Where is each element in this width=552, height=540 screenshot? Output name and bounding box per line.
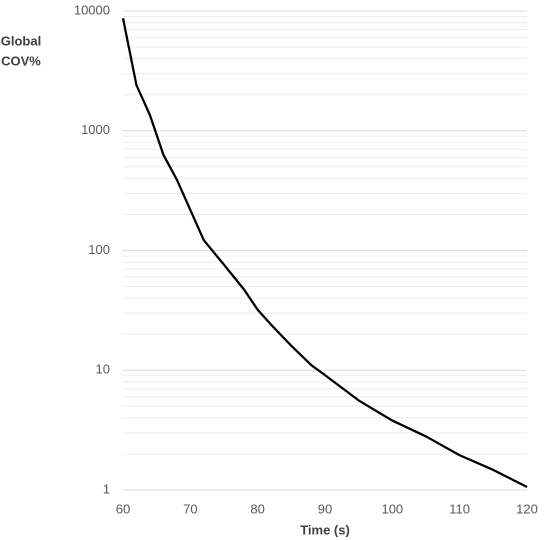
x-tick-label: 120 <box>516 501 538 516</box>
y-tick-label: 10 <box>96 362 110 377</box>
y-axis-title: COV% <box>1 53 41 68</box>
x-tick-label: 70 <box>183 501 197 516</box>
x-tick-label: 110 <box>449 501 470 516</box>
y-tick-label: 10000 <box>74 2 110 17</box>
y-tick-label: 1 <box>103 481 110 496</box>
x-tick-label: 90 <box>318 501 332 516</box>
x-axis-title: Time (s) <box>300 522 350 537</box>
y-tick-label: 100 <box>88 242 110 257</box>
x-tick-label: 80 <box>250 501 264 516</box>
y-axis-title: Global <box>1 33 41 48</box>
x-tick-label: 100 <box>381 501 403 516</box>
y-tick-label: 1000 <box>81 122 110 137</box>
x-tick-label: 60 <box>116 501 130 516</box>
data-line <box>121 18 528 488</box>
